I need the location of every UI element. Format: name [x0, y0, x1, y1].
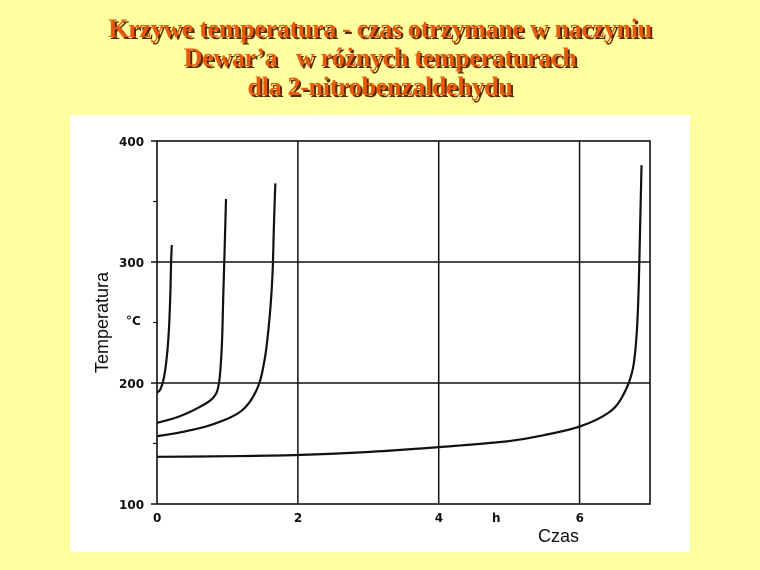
x-tick-label: 0: [153, 511, 161, 525]
y-tick-label: 400: [119, 135, 144, 149]
y-tick-label: 200: [119, 377, 144, 391]
title-line-3: dla 2-nitrobenzaldehydu: [247, 72, 513, 101]
series-line-2: [156, 199, 228, 424]
title-line-2: Dewar’a w różnych temperaturach: [183, 43, 577, 72]
title-line-1: Krzywe temperatura - czas otrzymane w na…: [108, 14, 652, 43]
series-line-4: [156, 165, 643, 458]
series-line-1: [156, 245, 173, 394]
y-axis-label: Temperatura: [92, 271, 112, 373]
x-tick-label: 6: [576, 511, 584, 525]
series-line-3: [156, 183, 277, 438]
temperature-time-chart: 0 2 4 6 100 200 300 400 Temperatura °C h Czas: [92, 135, 651, 546]
slide-title: Krzywe temperatura - czas otrzymane w na…: [0, 14, 760, 101]
y-tick-label: 100: [119, 498, 144, 512]
chart-panel: 0 2 4 6 100 200 300 400 Temperatura °C h Czas: [70, 115, 690, 552]
x-tick-label: 2: [294, 511, 302, 525]
y-unit-label: °C: [126, 314, 141, 328]
x-axis-label: Czas: [538, 526, 579, 546]
x-unit-label: h: [492, 511, 501, 525]
y-tick-label: 300: [119, 256, 144, 270]
x-tick-label: 4: [435, 511, 443, 525]
